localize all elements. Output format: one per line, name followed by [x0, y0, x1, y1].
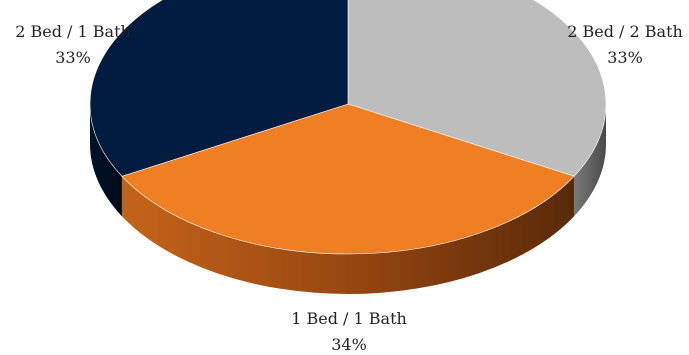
pie-slice-2-bed-1-bath [89, 0, 349, 177]
pie-slice-side-1-bed-1-bath [121, 176, 575, 294]
pie-slice-2-bed-2-bath [347, 0, 607, 177]
pie-labels: 2 Bed / 2 Bath 33% 1 Bed / 1 Bath 34% 2 Bed … [15, 22, 683, 354]
slice-percent-label-2-bed-2-bath: 33% [607, 48, 643, 67]
slice-percent-label-1-bed-1-bath: 34% [331, 335, 367, 354]
slice-category-label-1-bed-1-bath: 1 Bed / 1 Bath [291, 309, 407, 328]
pie-slice-side-2-bed-1-bath [90, 104, 122, 217]
pie-slice-side-2-bed-2-bath [574, 104, 606, 217]
pie-sides [90, 104, 606, 294]
slice-category-label-2-bed-1-bath: 2 Bed / 1 Bath [15, 22, 131, 41]
pie-tops [89, 0, 607, 255]
pie-slice-1-bed-1-bath [121, 103, 575, 255]
slice-percent-label-2-bed-1-bath: 33% [55, 48, 91, 67]
slice-category-label-2-bed-2-bath: 2 Bed / 2 Bath [567, 22, 683, 41]
